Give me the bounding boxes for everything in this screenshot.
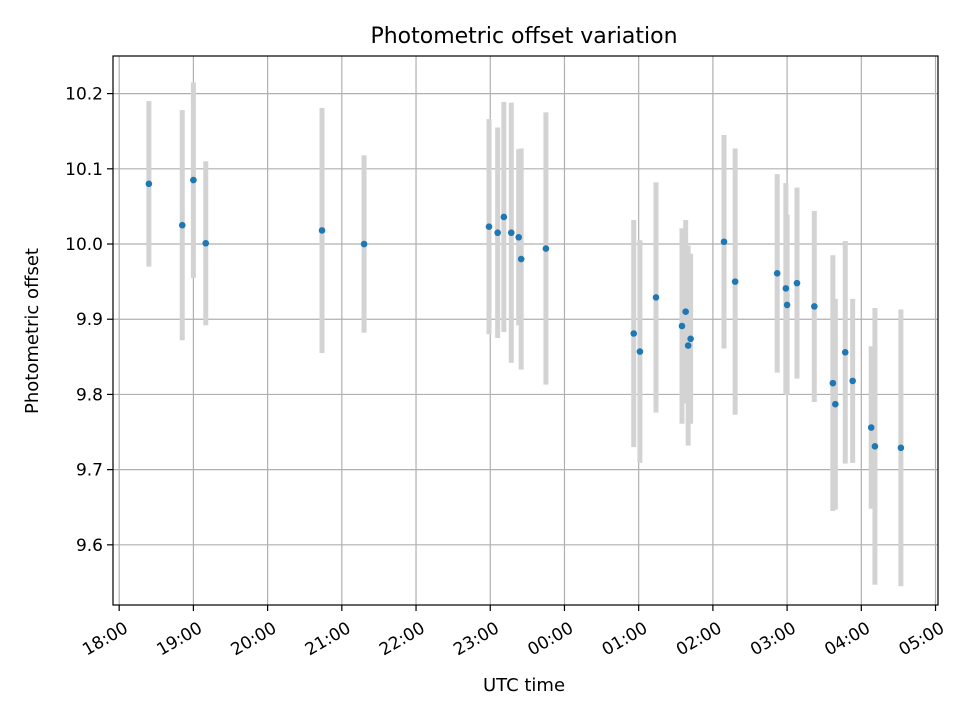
data-point bbox=[783, 301, 791, 309]
y-tick-label: 9.9 bbox=[76, 310, 103, 330]
data-point bbox=[687, 335, 694, 343]
data-point bbox=[500, 213, 508, 221]
data-point bbox=[684, 342, 692, 349]
x-tick-label: 04:00 bbox=[821, 618, 873, 660]
data-point bbox=[678, 322, 686, 330]
x-tick-label: 21:00 bbox=[302, 618, 354, 660]
data-point bbox=[731, 278, 739, 285]
data-point bbox=[841, 349, 849, 356]
y-axis-label: Photometric offset bbox=[22, 248, 43, 414]
data-point bbox=[190, 176, 197, 184]
chart-title: Photometric offset variation bbox=[370, 24, 677, 49]
data-point bbox=[318, 227, 326, 234]
x-tick-label: 01:00 bbox=[599, 618, 651, 660]
x-tick-label: 22:00 bbox=[376, 618, 428, 660]
data-point bbox=[630, 330, 638, 337]
data-point bbox=[871, 443, 879, 450]
x-tick-label: 03:00 bbox=[747, 618, 799, 660]
x-tick-label: 20:00 bbox=[228, 618, 280, 660]
x-tick-label: 02:00 bbox=[673, 618, 725, 660]
x-axis-label: UTC time bbox=[483, 675, 565, 696]
data-point bbox=[652, 294, 660, 301]
data-point bbox=[849, 377, 856, 385]
y-tick-label: 9.7 bbox=[76, 461, 103, 481]
data-point bbox=[515, 233, 522, 241]
data-point bbox=[811, 303, 818, 310]
data-point bbox=[773, 270, 781, 277]
data-point bbox=[682, 308, 689, 315]
y-tick-label: 10.0 bbox=[65, 235, 103, 255]
data-point bbox=[782, 285, 790, 292]
data-point bbox=[832, 400, 839, 408]
data-point bbox=[360, 240, 368, 248]
data-point bbox=[793, 279, 801, 287]
data-point bbox=[542, 245, 550, 252]
data-point bbox=[494, 229, 501, 237]
y-tick-label: 10.1 bbox=[65, 160, 103, 180]
data-point bbox=[867, 424, 875, 431]
data-point bbox=[829, 379, 837, 387]
data-point bbox=[636, 348, 644, 355]
y-tick-label: 10.2 bbox=[65, 85, 103, 105]
data-point bbox=[145, 180, 153, 188]
errorbars bbox=[146, 82, 904, 587]
x-tick-label: 19:00 bbox=[153, 618, 205, 660]
data-point bbox=[720, 238, 728, 246]
x-tick-label: 23:00 bbox=[450, 618, 502, 660]
data-point bbox=[897, 444, 905, 452]
data-point bbox=[202, 239, 210, 247]
x-axis: 18:00 19:00 20:00 21:00 22:00 23:00 00:00 01:00… bbox=[79, 605, 948, 660]
data-point bbox=[507, 229, 515, 237]
x-tick-label: 05:00 bbox=[896, 618, 948, 660]
data-point bbox=[485, 223, 493, 231]
x-tick-label: 18:00 bbox=[79, 618, 131, 660]
data-points bbox=[145, 176, 905, 452]
y-axis: 9.6 9.7 9.8 9.9 10.0 10.1 10.2 bbox=[65, 85, 113, 556]
x-tick-label: 00:00 bbox=[525, 618, 577, 660]
plot-frame bbox=[112, 55, 939, 606]
data-point bbox=[517, 255, 525, 263]
y-tick-label: 9.6 bbox=[76, 536, 103, 556]
data-point bbox=[178, 221, 186, 229]
y-tick-label: 9.8 bbox=[76, 385, 103, 405]
